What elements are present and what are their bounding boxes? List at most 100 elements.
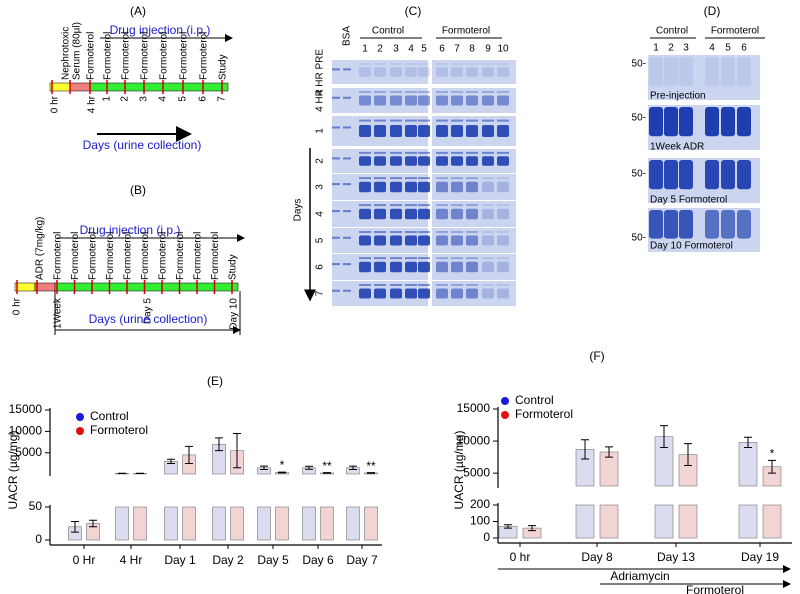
- protein-band: [359, 231, 371, 233]
- x-tick-label: 0 Hr: [73, 553, 96, 567]
- timeline-baseline: [14, 282, 36, 292]
- bar: [575, 504, 595, 539]
- ladder-band: [343, 289, 351, 292]
- row-label: 4: [315, 211, 326, 217]
- event-label: Formoterol: [103, 32, 114, 80]
- error-bar: [528, 525, 536, 532]
- row-label: 7: [315, 290, 326, 296]
- time-label: 4: [158, 96, 169, 102]
- bar: [346, 506, 360, 541]
- protein-band: [374, 257, 386, 260]
- protein-band: [466, 67, 478, 77]
- protein-band: [418, 208, 430, 220]
- gel-label: Pre-injection: [650, 91, 706, 102]
- protein-band: [418, 257, 430, 260]
- mw-marker: 50-: [632, 233, 646, 244]
- protein-band: [649, 57, 663, 87]
- protein-band: [497, 288, 509, 299]
- bar: [133, 506, 147, 541]
- protein-band: [374, 151, 386, 154]
- protein-band: [405, 288, 417, 299]
- protein-band: [482, 119, 494, 122]
- y-tick-label: 10000: [457, 433, 491, 447]
- protein-band: [390, 284, 402, 286]
- event-label: Formoterol: [140, 32, 151, 80]
- time-label: 5: [178, 96, 189, 102]
- protein-band: [482, 204, 494, 207]
- time-label: Day 5: [143, 298, 154, 325]
- x-tick-label: Day 6: [302, 553, 334, 567]
- adr-label: ADR (7mg/kg): [35, 217, 46, 280]
- bar: [182, 506, 196, 541]
- event-label: Formoterol: [121, 32, 132, 80]
- gel-panel: [332, 60, 428, 84]
- error-bar: [323, 472, 331, 474]
- y-tick-label: 0: [483, 530, 490, 544]
- error-bar: [185, 445, 193, 465]
- group-label: Control: [656, 26, 688, 37]
- error-bar: [233, 433, 241, 469]
- event-label: Study: [218, 54, 229, 80]
- error-bar: [260, 465, 268, 471]
- time-label: 1Week: [53, 297, 64, 329]
- timeline-treatment: [89, 82, 229, 92]
- protein-band: [390, 288, 402, 299]
- protein-band: [390, 181, 402, 193]
- protein-band: [451, 204, 463, 207]
- protein-band: [418, 284, 430, 286]
- bar: [762, 504, 782, 539]
- protein-band: [405, 91, 417, 93]
- ladder-band: [343, 263, 351, 266]
- protein-band: [451, 284, 463, 286]
- gel-panel: [648, 55, 760, 100]
- protein-band: [374, 62, 386, 65]
- protein-band: [374, 261, 386, 273]
- protein-band: [436, 235, 448, 246]
- protein-band: [721, 210, 735, 239]
- protein-band: [451, 181, 463, 193]
- error-bar: [768, 459, 776, 474]
- protein-band: [359, 204, 371, 207]
- protein-band: [390, 177, 402, 180]
- protein-band: [374, 208, 386, 220]
- x-tick-label: Day 19: [741, 550, 779, 564]
- protein-band: [679, 210, 693, 239]
- ladder-band: [343, 96, 351, 99]
- protein-band: [390, 156, 402, 166]
- protein-band: [649, 210, 663, 239]
- protein-band: [705, 210, 719, 239]
- lane-label: 6: [439, 44, 445, 55]
- event-label: Formoterol: [210, 232, 221, 280]
- mw-marker: 50-: [632, 113, 646, 124]
- protein-band: [405, 125, 417, 137]
- time-label: 0 hr: [50, 95, 61, 113]
- y-tick-label: 10000: [9, 424, 43, 438]
- timeline-baseline: [49, 82, 71, 92]
- protein-band: [374, 91, 386, 93]
- protein-band: [482, 62, 494, 65]
- event-label: Study: [228, 254, 239, 280]
- ladder-band: [343, 68, 351, 71]
- protein-band: [374, 288, 386, 299]
- protein-band: [405, 235, 417, 246]
- lane-label: 10: [497, 44, 509, 55]
- protein-band: [705, 107, 719, 137]
- legend-marker: [501, 397, 509, 405]
- protein-band: [359, 288, 371, 299]
- legend-marker: [76, 427, 84, 435]
- protein-band: [482, 284, 494, 286]
- protein-band: [418, 231, 430, 233]
- bar: [275, 506, 289, 541]
- protein-band: [466, 288, 478, 299]
- ladder-band: [332, 210, 340, 213]
- lane-label: 3: [683, 43, 689, 54]
- protein-band: [451, 288, 463, 299]
- bar: [654, 504, 674, 539]
- bar: [599, 504, 619, 539]
- protein-band: [466, 208, 478, 220]
- protein-band: [679, 160, 693, 190]
- error-bar: [305, 465, 313, 470]
- gel-label: Day 10 Formoterol: [650, 241, 733, 252]
- y-tick-label: 50: [29, 499, 43, 513]
